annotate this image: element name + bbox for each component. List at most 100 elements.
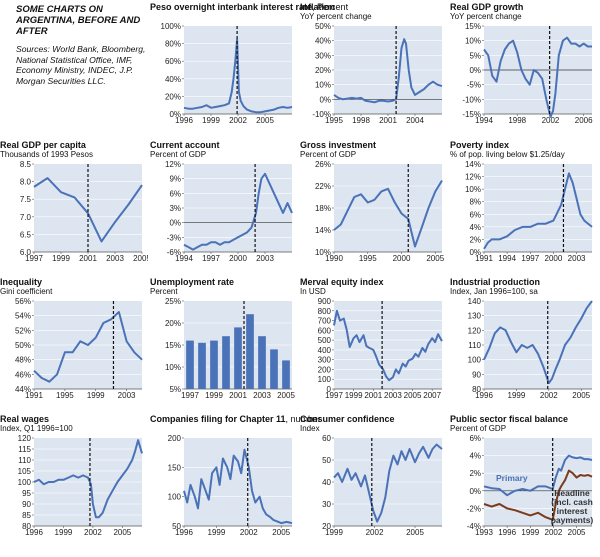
chart-title: Industrial production xyxy=(450,277,540,287)
x-tick-label: 2000 xyxy=(393,254,411,263)
y-tick-label: 5% xyxy=(469,51,481,60)
x-tick-label: 2003 xyxy=(253,391,271,400)
x-tick-label: 2002 xyxy=(240,528,258,537)
y-tick-label: 2% xyxy=(469,235,481,244)
x-tick-label: 2005 xyxy=(133,254,148,263)
series-line-0 xyxy=(183,172,293,251)
y-tick-label: 44% xyxy=(15,385,31,394)
y-tick-label: 15% xyxy=(465,22,481,31)
y-tick-label: 4% xyxy=(469,452,481,461)
chart-subtitle: Percent of GDP xyxy=(150,150,207,159)
y-tick-label: 120 xyxy=(18,434,32,443)
chart-title: Companies filing for Chapter 11, number xyxy=(150,414,322,424)
y-tick-label: 100 xyxy=(318,375,332,384)
x-tick-label: 1994 xyxy=(498,254,516,263)
bar xyxy=(234,327,242,389)
chart-subtitle: Index, Q1 1996=100 xyxy=(0,424,73,433)
x-tick-label: 2006 xyxy=(575,116,593,125)
x-tick-label: 2001 xyxy=(379,116,397,125)
x-tick-label: 1999 xyxy=(55,528,73,537)
x-tick-label: 2005 xyxy=(572,391,590,400)
x-tick-label: 1994 xyxy=(175,254,193,263)
y-tick-label: 0% xyxy=(169,110,181,119)
chart-title: Gross investment xyxy=(300,140,377,150)
bar xyxy=(270,349,278,389)
chart-subtitle: % of pop. living below $1.25/day xyxy=(450,150,565,159)
x-tick-label: 2002 xyxy=(545,528,563,537)
x-tick-label: 1995 xyxy=(359,254,377,263)
y-tick-label: 200 xyxy=(318,365,332,374)
panel-industrial-production: Industrial production Index, Jan 1996=100… xyxy=(450,277,598,402)
chart-subtitle: Gini coefficient xyxy=(0,287,53,296)
y-tick-label: 0 xyxy=(327,385,332,394)
y-tick-label: 80 xyxy=(472,385,481,394)
y-tick-label: -5% xyxy=(467,81,481,90)
panel-merval: Merval equity index In USD 0 100 200 300 400 50… xyxy=(300,277,448,402)
y-tick-label: 5% xyxy=(169,385,181,394)
y-tick-label: 90 xyxy=(472,370,481,379)
y-tick-label: 40 xyxy=(322,478,331,487)
panel-current-account: Current account Percent of GDP -6% -3% 0% 3% 6… xyxy=(150,140,298,265)
y-tick-label: 46% xyxy=(15,370,31,379)
series-label-headline: Headline (incl. cash interest payments) xyxy=(551,488,594,525)
y-tick-label: 40% xyxy=(165,75,181,84)
chart-subtitle: Percent of GDP xyxy=(450,424,507,433)
x-tick-label: 2005 xyxy=(256,116,274,125)
y-tick-label: 50 xyxy=(172,522,181,531)
x-tick-label: 1994 xyxy=(475,116,493,125)
bar xyxy=(198,342,206,389)
y-tick-label: 2% xyxy=(469,469,481,478)
x-tick-label: 1996 xyxy=(175,528,193,537)
chart-title: Consumer confidence xyxy=(300,414,395,424)
bar xyxy=(210,340,218,389)
y-tick-label: 95 xyxy=(22,489,31,498)
y-tick-label: 500 xyxy=(318,336,332,345)
series-line-0 xyxy=(483,454,593,497)
y-tick-label: -6% xyxy=(167,248,181,257)
x-tick-label: 2003 xyxy=(118,391,136,400)
chart-subtitle: , number xyxy=(285,414,322,424)
chart-subtitle: Index, Jan 1996=100, sa xyxy=(450,287,538,296)
chart-svg: 5% 10% 15% 20% 25% 1997 1999 2001 2003 2005 xyxy=(165,297,295,400)
y-tick-label: 40% xyxy=(315,37,331,46)
x-tick-label: 1999 xyxy=(205,391,223,400)
chart-svg: -15% -10% -5% 0% 5% 10% 15% 1994 1998 2002 2006 xyxy=(462,22,593,125)
chart-subtitle: In USD xyxy=(300,287,326,296)
x-tick-label: 2003 xyxy=(256,254,274,263)
x-tick-label: 1999 xyxy=(87,391,105,400)
chart-title: Merval equity index xyxy=(300,277,384,287)
y-tick-label: 25% xyxy=(165,297,181,306)
y-tick-label: 110 xyxy=(18,456,31,465)
y-tick-label: 0% xyxy=(169,219,181,228)
series-line-1 xyxy=(483,469,593,521)
y-tick-label: 0% xyxy=(469,487,481,496)
y-tick-label: 14% xyxy=(315,226,331,235)
chart-title: Poverty index xyxy=(450,140,510,150)
y-tick-label: 60 xyxy=(322,434,331,443)
y-tick-label: 6% xyxy=(469,434,481,443)
plot-background xyxy=(484,438,592,526)
y-tick-label: 8.0 xyxy=(20,178,32,187)
chart-title: Inflation xyxy=(300,2,335,12)
chart-subtitle: YoY percent change xyxy=(300,12,372,21)
y-tick-label: 20% xyxy=(315,66,331,75)
y-tick-label: 22% xyxy=(315,182,331,191)
intro-block: SOME CHARTS ON ARGENTINA, BEFORE AND AFT… xyxy=(16,4,151,86)
y-tick-label: 56% xyxy=(15,297,31,306)
y-tick-label: 18% xyxy=(315,204,331,213)
y-tick-label: 6.5 xyxy=(20,230,32,239)
series-line-0 xyxy=(333,38,443,104)
plot-background xyxy=(34,164,142,252)
x-tick-label: 1995 xyxy=(56,391,74,400)
intro-sources: Sources: World Bank, Bloomberg, National… xyxy=(16,44,146,86)
y-tick-label: -15% xyxy=(462,110,481,119)
y-tick-label: 0% xyxy=(469,66,481,75)
y-tick-label: 115 xyxy=(18,445,31,454)
series-line-0 xyxy=(333,309,443,382)
y-tick-label: 6% xyxy=(469,210,481,219)
series-line-0 xyxy=(33,311,143,383)
y-tick-label: 7.0 xyxy=(20,213,32,222)
y-tick-label: -10% xyxy=(462,95,481,104)
y-tick-label: 52% xyxy=(15,326,31,335)
y-tick-label: 50 xyxy=(322,456,331,465)
